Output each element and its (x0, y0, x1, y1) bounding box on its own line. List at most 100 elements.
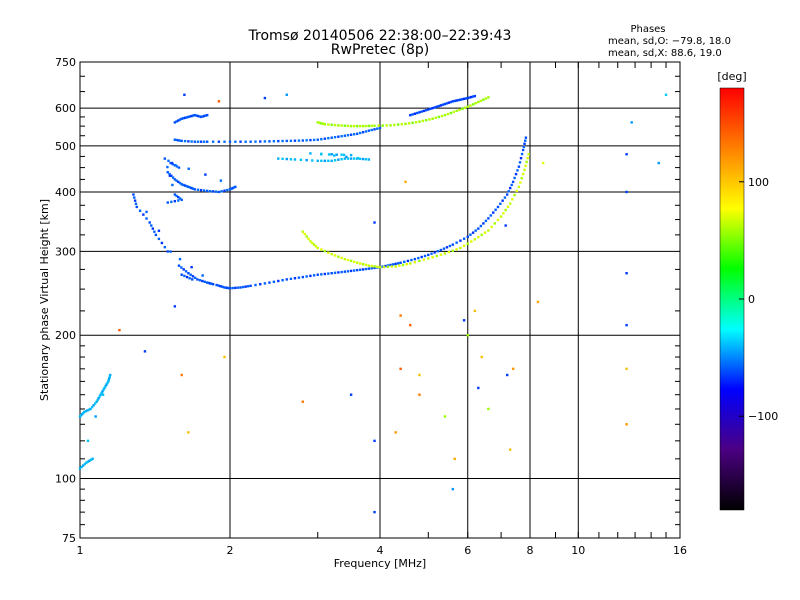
trace-point (424, 118, 428, 122)
trace-point (364, 158, 368, 161)
trace-point (277, 157, 280, 160)
trace-point (352, 133, 356, 136)
trace-point (198, 115, 201, 118)
trace-point (367, 124, 371, 128)
scatter-point (462, 319, 466, 322)
trace-point (340, 256, 343, 260)
x-axis-label: Frequency [MHz] (334, 557, 426, 570)
trace-point (364, 124, 368, 128)
trace-point (309, 138, 312, 142)
trace-point (87, 408, 91, 411)
trace-point (451, 100, 455, 103)
trace-point (78, 467, 82, 470)
trace-point (370, 128, 373, 132)
scatter-point (373, 439, 376, 443)
trace-point (367, 129, 371, 132)
trace-point (134, 202, 138, 205)
trace-point (492, 211, 495, 214)
scatter-point (409, 323, 412, 327)
trace-point (455, 241, 458, 244)
trace-point (185, 185, 188, 188)
trace-point (389, 124, 392, 127)
trace-point (320, 248, 323, 251)
trace-point (330, 123, 333, 127)
trace-point (174, 164, 177, 167)
trace-point (449, 100, 453, 104)
trace-point (457, 98, 460, 102)
trace-point (337, 271, 340, 274)
trace-point (320, 152, 323, 156)
x-tick-label: 10 (571, 544, 585, 557)
trace-point (175, 138, 178, 142)
trace-point (462, 237, 466, 240)
trace-point (333, 154, 336, 157)
trace-point (508, 186, 512, 190)
trace-point (462, 97, 466, 101)
trace-point (187, 167, 190, 170)
trace-point (399, 261, 402, 264)
trace-point (441, 103, 445, 106)
trace-point (462, 244, 466, 248)
trace-point (205, 140, 209, 143)
trace-point (175, 179, 178, 182)
trace-point (370, 264, 373, 268)
trace-point (157, 229, 161, 232)
trace-point (473, 238, 477, 241)
trace-point (208, 189, 212, 193)
trace-point (352, 157, 356, 160)
trace-point (246, 285, 250, 288)
trace-point (263, 140, 267, 143)
trace-point (361, 131, 365, 134)
trace-point (378, 126, 382, 130)
scatter-point (487, 407, 490, 411)
x-tick-label: 8 (527, 544, 534, 557)
trace-point (358, 262, 362, 265)
scatter-point (418, 373, 421, 377)
trace-point (364, 130, 368, 133)
trace-point (316, 273, 319, 276)
trace-point (312, 274, 316, 277)
trace-point (254, 140, 257, 143)
trace-point (301, 230, 305, 233)
trace-point (526, 156, 529, 160)
trace-point (173, 178, 177, 181)
trace-point (108, 376, 111, 380)
trace-point (178, 118, 182, 121)
scatter-point (541, 161, 545, 165)
trace-point (406, 259, 410, 263)
trace-point (370, 124, 373, 128)
y-axis-label: Stationary phase Virtual Height [km] (38, 199, 51, 401)
trace-point (151, 227, 155, 230)
scatter-point (349, 393, 353, 396)
trace-point (303, 232, 306, 236)
trace-point (358, 268, 362, 271)
trace-point (340, 135, 343, 138)
trace-point (367, 158, 371, 161)
trace-point (133, 196, 136, 199)
trace-point (373, 128, 376, 131)
trace-point (519, 181, 522, 184)
trace-point (378, 265, 382, 269)
trace-point (517, 185, 521, 189)
trace-point (418, 259, 421, 263)
trace-point (343, 157, 347, 160)
trace-point (316, 159, 319, 163)
trace-point (404, 122, 407, 126)
scatter-point (217, 100, 221, 103)
trace-point (333, 136, 337, 139)
trace-point (327, 137, 330, 140)
trace-point (182, 268, 185, 271)
trace-point (166, 171, 169, 174)
trace-point (196, 114, 200, 118)
trace-point (217, 140, 221, 143)
trace-point (445, 246, 449, 249)
trace-point (355, 261, 359, 264)
trace-point (524, 139, 527, 142)
colorbar-tick-label: 100 (748, 176, 769, 189)
trace-point (463, 106, 467, 109)
scatter-point (223, 355, 226, 359)
trace-point (80, 465, 83, 469)
trace-point (508, 202, 512, 205)
trace-point (321, 122, 325, 125)
trace-point (330, 153, 333, 156)
